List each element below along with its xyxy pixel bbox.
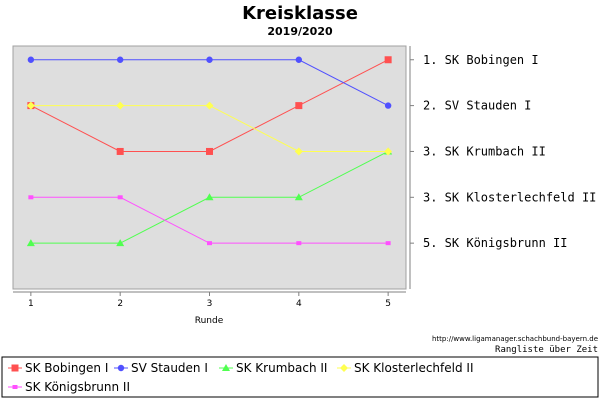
- legend-item: SK Klosterlechfeld II: [337, 361, 474, 375]
- legend-marker: [340, 364, 348, 372]
- data-point: [294, 193, 303, 201]
- plot-area: [12, 45, 407, 290]
- chart-subtitle: 2019/2020: [267, 25, 333, 38]
- x-tick-label: 2: [117, 299, 123, 309]
- chart-caption: Rangliste über Zeit: [495, 345, 598, 355]
- data-point: [117, 195, 123, 200]
- legend: SK Bobingen I SV Stauden I SK Krumbach II S…: [8, 361, 474, 394]
- data-point: [296, 241, 302, 246]
- x-tick-label: 4: [296, 299, 302, 309]
- series-5: [28, 195, 391, 246]
- x-tick-label: 1: [28, 299, 34, 309]
- source-url: http://www.ligamanager.schachbund-bayern…: [432, 335, 598, 343]
- legend-label: SK Königsbrunn II: [25, 380, 130, 394]
- legend-marker: [12, 385, 18, 389]
- legend-label: SK Bobingen I: [25, 361, 108, 375]
- ranking-label: 2. SV Stauden I: [423, 99, 531, 113]
- data-point: [207, 241, 212, 246]
- legend-marker: [222, 364, 230, 371]
- legend-label: SV Stauden I: [131, 361, 208, 375]
- data-point: [206, 147, 213, 155]
- legend-item: SK Krumbach II: [219, 361, 327, 375]
- data-point: [26, 239, 35, 247]
- legend-item: SK Bobingen I: [8, 361, 108, 375]
- data-point: [26, 101, 35, 110]
- data-point: [205, 193, 214, 201]
- data-point: [116, 239, 125, 247]
- series-4: [26, 101, 393, 156]
- legend-label: SK Klosterlechfeld II: [354, 361, 474, 375]
- data-point: [384, 147, 393, 156]
- data-point: [206, 56, 213, 63]
- ranking-label: 5. SK Königsbrunn II: [423, 236, 568, 250]
- data-point: [28, 195, 34, 200]
- data-point: [294, 147, 303, 156]
- data-point: [385, 241, 391, 246]
- ranking-label: 3. SK Klosterlechfeld II: [423, 190, 596, 204]
- data-point: [205, 101, 214, 110]
- data-point: [384, 56, 392, 64]
- legend-marker: [11, 364, 19, 372]
- ranking-axis: 1. SK Bobingen I 2. SV Stauden I 3. SK Kru…: [409, 46, 596, 289]
- legend-item: SK Königsbrunn II: [8, 380, 130, 394]
- ranking-label: 1. SK Bobingen I: [423, 53, 539, 67]
- series-2: [27, 56, 392, 109]
- data-point: [384, 102, 392, 109]
- x-axis: 1 2 3 4 5: [13, 291, 406, 309]
- data-point: [116, 147, 124, 155]
- x-tick-label: 5: [385, 299, 391, 309]
- chart-title: Kreisklasse: [242, 3, 358, 24]
- data-point: [295, 56, 303, 63]
- x-tick-label: 3: [207, 299, 213, 309]
- data-point: [116, 56, 124, 63]
- data-point: [116, 101, 125, 110]
- legend-item: SV Stauden I: [114, 361, 208, 375]
- legend-marker: [117, 364, 125, 372]
- ranking-label: 3. SK Krumbach II: [423, 144, 546, 158]
- legend-box: [1, 356, 599, 398]
- data-point: [295, 102, 303, 110]
- series-group: [26, 56, 393, 247]
- x-axis-label: Runde: [195, 316, 224, 326]
- legend-label: SK Krumbach II: [236, 361, 327, 375]
- data-point: [27, 56, 35, 63]
